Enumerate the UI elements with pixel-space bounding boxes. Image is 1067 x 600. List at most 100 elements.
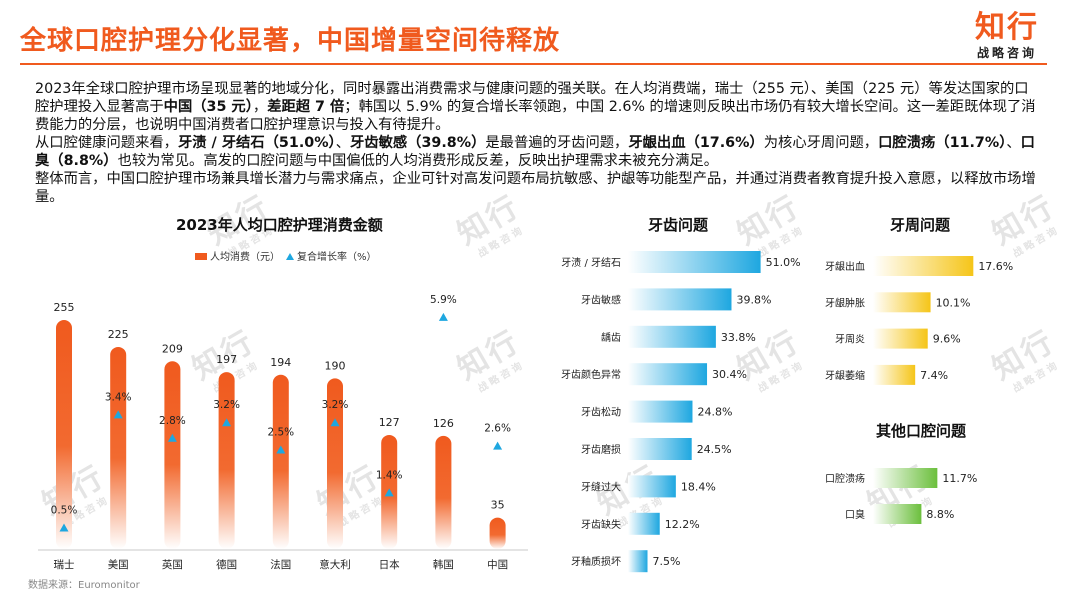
gum-bar — [873, 328, 928, 349]
growth-value-label: 3.2% — [322, 399, 349, 411]
teeth-bar — [628, 438, 692, 460]
other-chart-title: 其他口腔问题 — [876, 422, 967, 440]
teeth-value-label: 24.8% — [697, 406, 732, 419]
growth-value-label: 2.8% — [159, 415, 186, 427]
spending-value-label: 194 — [270, 356, 291, 369]
spending-chart-title: 2023年人均口腔护理消费金额 — [176, 216, 383, 234]
gum-category-label: 牙龈肿胀 — [825, 296, 865, 309]
gum-value-label: 17.6% — [978, 260, 1013, 273]
spending-value-label: 127 — [379, 416, 400, 429]
growth-marker — [493, 441, 503, 450]
spending-bar — [435, 435, 452, 549]
other-category-label: 口臭 — [845, 508, 865, 521]
other-value-label: 8.8% — [926, 508, 954, 521]
teeth-value-label: 39.8% — [736, 293, 771, 306]
summary-text-span: ， — [252, 99, 268, 115]
teeth-bar — [628, 325, 716, 348]
growth-value-label: 3.4% — [105, 391, 132, 403]
chart-legend: 人均消费（元） 复合增长率（%） — [195, 248, 377, 263]
logo-sub-text: 战略咨询 — [976, 46, 1037, 60]
legend-label: 复合增长率（%） — [297, 252, 377, 263]
gum-bar — [873, 292, 931, 313]
spending-bar — [56, 320, 72, 549]
spending-bar — [110, 346, 127, 549]
spending-value-label: 35 — [491, 499, 505, 512]
spending-bar — [489, 517, 506, 549]
other-bar — [873, 468, 938, 488]
growth-marker — [113, 410, 123, 419]
teeth-value-label: 30.4% — [712, 368, 747, 381]
teeth-value-label: 51.0% — [766, 256, 801, 269]
teeth-value-label: 24.5% — [697, 443, 732, 456]
legend-swatch-bar — [195, 253, 207, 260]
summary-text-span: 也较为常见。高发的口腔问题与中国偏低的人均消费形成反差，反映出护理需求未被充分满… — [117, 153, 719, 169]
gum-bar — [873, 364, 916, 385]
spending-value-label: 126 — [433, 417, 454, 430]
category-label: 意大利 — [319, 558, 351, 571]
summary-highlight: 口臭（8.8%） — [35, 135, 1035, 169]
teeth-category-label: 牙渍 / 牙结石 — [561, 256, 621, 269]
other-value-label: 11.7% — [942, 472, 977, 485]
summary-text-span: 、 — [335, 135, 350, 151]
spending-value-label: 190 — [325, 359, 346, 372]
teeth-bar — [628, 251, 761, 273]
legend-label: 人均消费（元） — [210, 252, 280, 263]
growth-marker — [438, 312, 448, 321]
growth-marker — [167, 433, 177, 442]
growth-marker — [222, 418, 232, 427]
teeth-bar — [628, 288, 732, 311]
teeth-bar — [628, 512, 660, 535]
teeth-category-label: 牙齿颜色异常 — [561, 368, 621, 381]
page-title: 全球口腔护理分化显著，中国增量空间待释放 — [20, 26, 561, 56]
category-label: 美国 — [108, 558, 129, 571]
category-label: 德国 — [216, 558, 237, 571]
teeth-value-label: 33.8% — [721, 331, 756, 344]
spending-value-label: 225 — [108, 328, 129, 341]
teeth-category-label: 牙齿磨损 — [581, 443, 621, 456]
growth-value-label: 5.9% — [430, 294, 457, 306]
teeth-category-label: 牙缝过大 — [581, 480, 621, 493]
category-label: 瑞士 — [54, 558, 75, 571]
legend-swatch-triangle — [286, 253, 294, 260]
teeth-category-label: 牙釉质损坏 — [571, 555, 621, 568]
summary-paragraph-3: 整体而言，中国口腔护理市场兼具增长潜力与需求痛点，企业可针对高发问题布局抗敏感、… — [35, 171, 1036, 205]
spending-value-label: 209 — [162, 342, 183, 355]
teeth-bar — [628, 475, 676, 498]
summary-highlight: 中国（35 元） — [163, 99, 253, 115]
spending-bar — [327, 378, 343, 549]
legend-item-growth: 复合增长率（%） — [286, 248, 377, 263]
other-category-label: 口腔溃疡 — [825, 472, 865, 485]
growth-marker — [330, 418, 340, 427]
summary-highlight: 差距超 7 倍 — [267, 99, 345, 115]
summary-text-span: ；韩国以 5.9% 的复合增长率领跑，中国 2.6% 的增速则反映出市场仍有较大… — [35, 99, 1036, 133]
category-label: 中国 — [487, 558, 508, 571]
summary-highlight: 牙龈出血（17.6%） — [628, 135, 764, 151]
category-label: 英国 — [162, 558, 183, 571]
gum-value-label: 9.6% — [933, 333, 961, 346]
spending-bar — [164, 361, 181, 549]
gum-category-label: 牙周炎 — [835, 334, 865, 346]
teeth-category-label: 牙齿敏感 — [581, 293, 621, 306]
teeth-category-label: 牙齿松动 — [581, 406, 621, 419]
gum-category-label: 牙龈出血 — [825, 260, 865, 273]
summary-text-span: 是最普遍的牙齿问题， — [485, 135, 629, 151]
summary-text-span: 为核心牙周问题， — [763, 135, 879, 151]
category-label: 日本 — [379, 558, 400, 571]
growth-marker — [59, 523, 69, 532]
teeth-category-label: 牙齿缺失 — [581, 518, 621, 531]
growth-value-label: 1.4% — [376, 469, 403, 481]
summary-paragraph-1: 2023年全球口腔护理市场呈现显著的地域分化，同时暴露出消费需求与健康问题的强关… — [35, 80, 1040, 134]
summary-highlight: 牙渍 / 牙结石（51.0%） — [177, 135, 336, 151]
spending-value-label: 255 — [54, 301, 75, 314]
summary-text-span: 从口腔健康问题来看， — [35, 135, 178, 151]
summary-text-span: 、 — [1006, 135, 1021, 151]
summary-highlight: 牙齿敏感（39.8%） — [349, 135, 486, 151]
teeth-bar — [628, 400, 693, 423]
category-label: 韩国 — [433, 558, 454, 571]
summary-text: 2023年全球口腔护理市场呈现显著的地域分化，同时暴露出消费需求与健康问题的强关… — [35, 80, 1040, 206]
teeth-value-label: 7.5% — [653, 555, 681, 568]
growth-value-label: 0.5% — [51, 505, 78, 517]
growth-value-label: 2.5% — [267, 427, 294, 439]
other-bar — [873, 504, 922, 524]
